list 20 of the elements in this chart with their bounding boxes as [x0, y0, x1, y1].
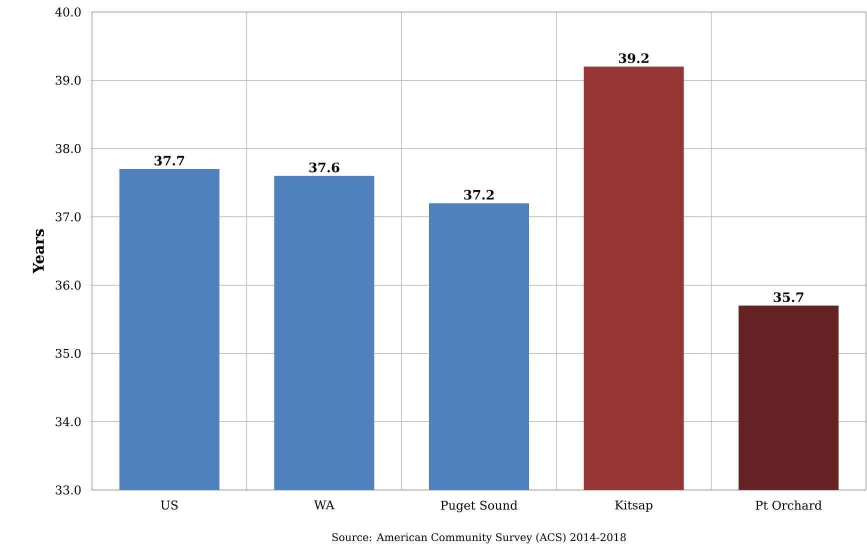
- y-tick-label: 34.0: [56, 417, 81, 426]
- y-tick-label: 35.0: [56, 348, 81, 358]
- data-label: 37.7: [154, 156, 184, 166]
- y-tick-label: 33.0: [56, 485, 81, 495]
- data-label: 39.2: [618, 53, 648, 64]
- data-label: 37.6: [309, 162, 340, 172]
- x-tick-label: Puget Sound: [440, 500, 518, 512]
- y-tick-label: 36.0: [56, 280, 81, 290]
- x-tick-label: WA: [314, 500, 334, 510]
- data-label: 37.2: [464, 190, 494, 200]
- source-note: Source: American Community Survey (ACS) 2014-2018: [332, 533, 626, 544]
- x-tick-label: Kitsap: [615, 500, 652, 512]
- y-axis-title: Years: [32, 229, 44, 274]
- y-tick-label: 40.0: [55, 7, 81, 17]
- x-tick-label: US: [160, 500, 178, 510]
- y-tick-label: 37.0: [56, 212, 81, 222]
- y-tick-label: 38.0: [56, 144, 81, 154]
- y-tick-label: 39.0: [56, 76, 81, 85]
- x-tick-label: Pt Orchard: [756, 500, 822, 510]
- data-label: 35.7: [774, 292, 804, 302]
